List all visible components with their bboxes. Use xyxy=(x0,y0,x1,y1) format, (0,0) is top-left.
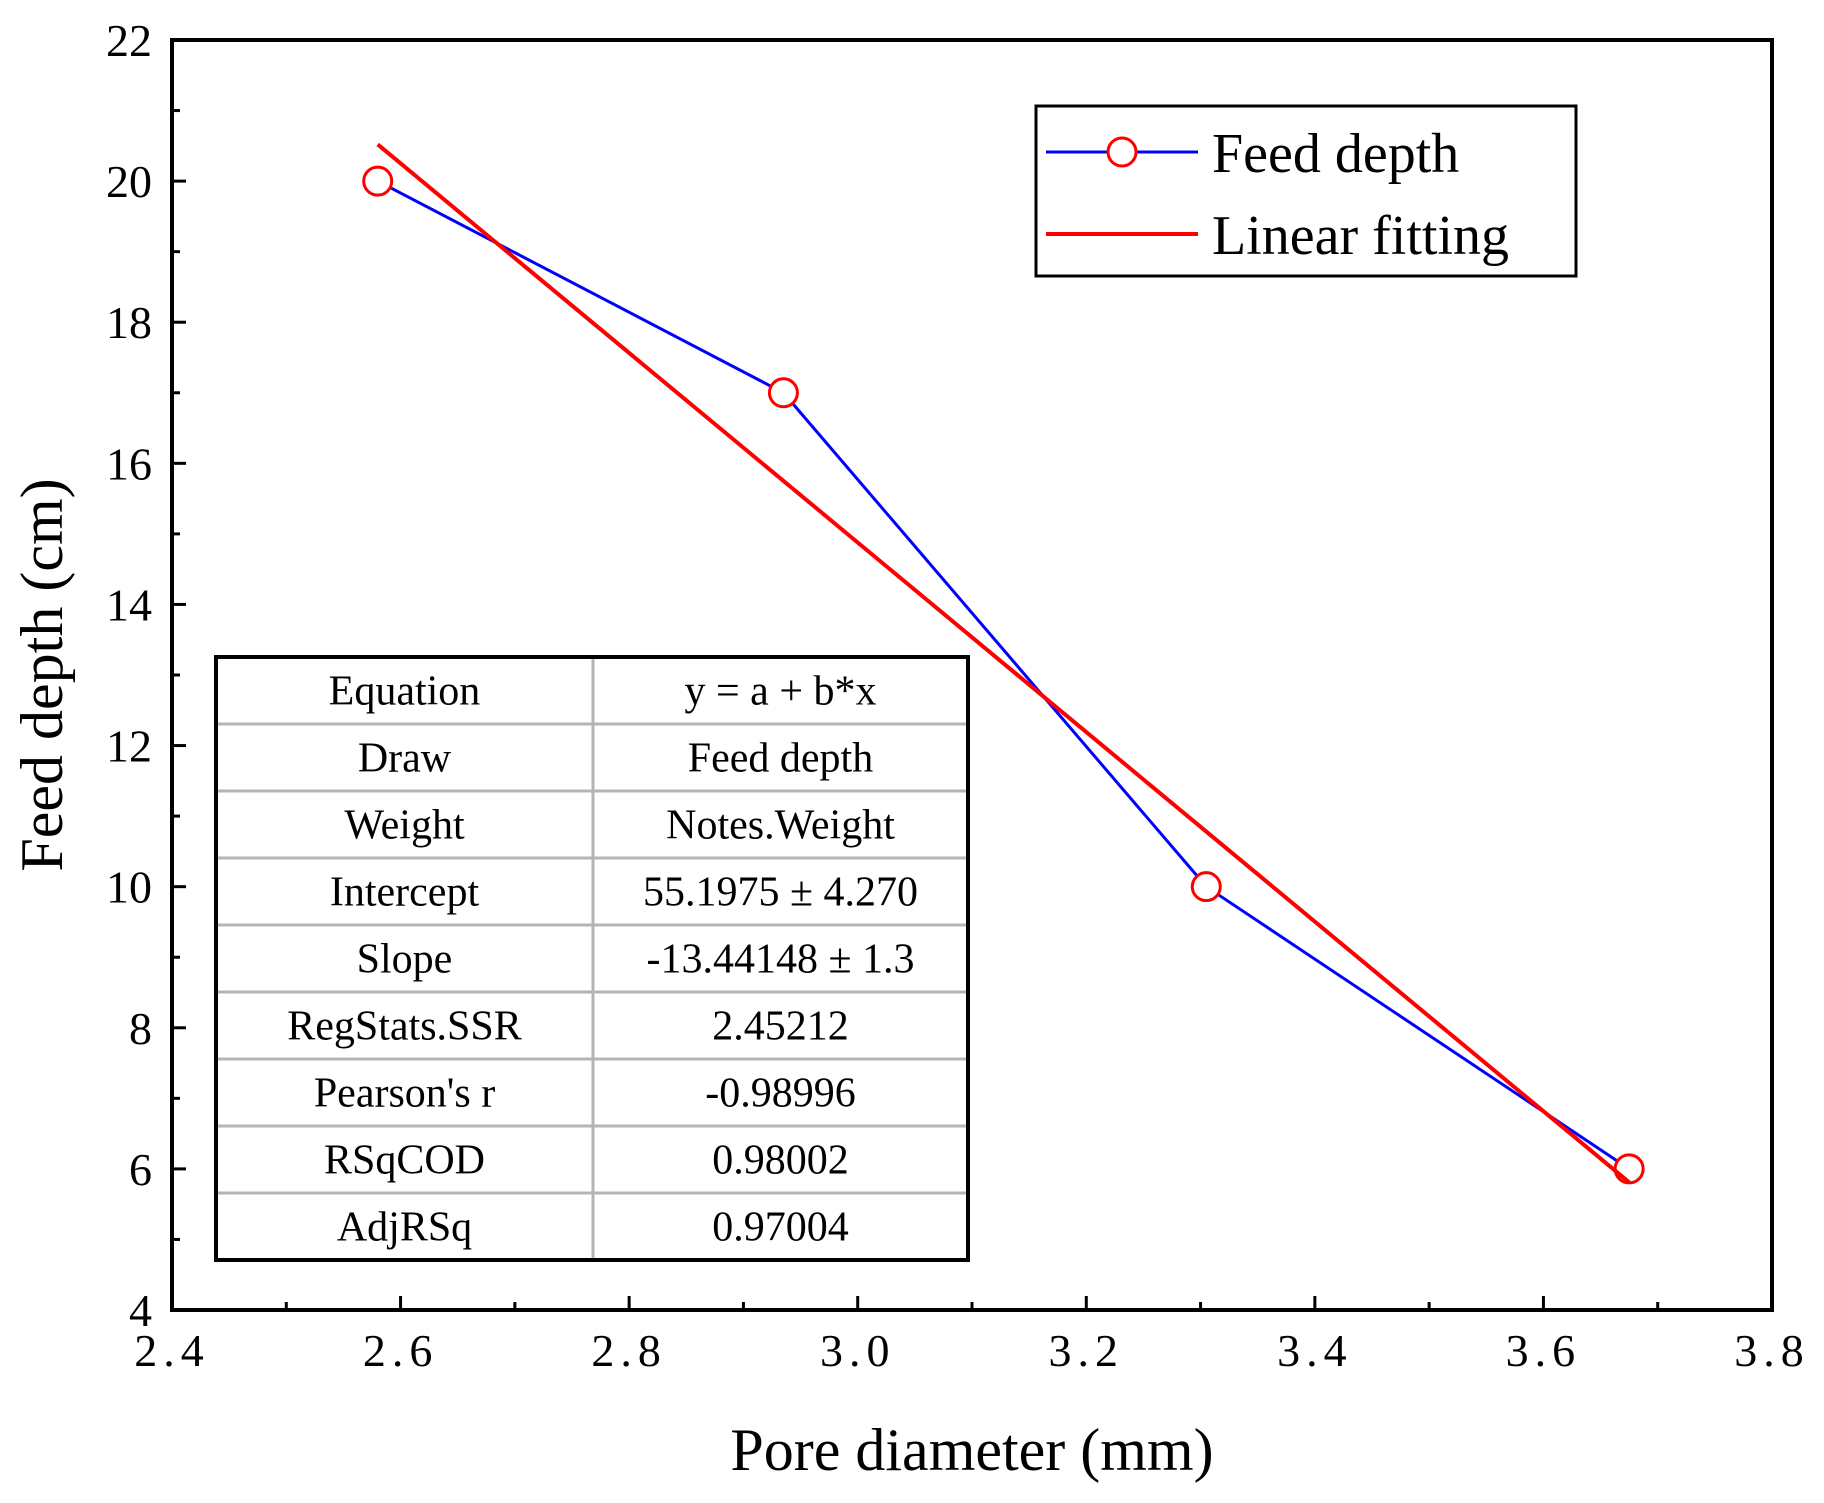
feed-depth-point xyxy=(1190,871,1222,903)
x-tick-label: 2.4 xyxy=(134,1325,210,1376)
y-tick-label: 4 xyxy=(129,1285,152,1336)
feed-depth-point xyxy=(1613,1153,1645,1185)
feed-depth-point xyxy=(362,165,394,197)
legend: Feed depth Linear fitting xyxy=(1034,104,1578,278)
fit-table-value: -0.98996 xyxy=(705,1071,856,1117)
fit-table-label: Equation xyxy=(329,669,481,715)
series-layer xyxy=(362,142,1645,1185)
y-tick-label: 8 xyxy=(129,1003,152,1054)
feed-depth-point xyxy=(767,377,799,409)
legend-feed-depth-marker xyxy=(1106,136,1138,168)
x-tick-label: 3.4 xyxy=(1277,1325,1353,1376)
x-tick-label: 3.8 xyxy=(1734,1325,1810,1376)
fit-table-value: Feed depth xyxy=(688,736,873,782)
y-tick-label: 14 xyxy=(106,579,152,630)
fit-table-label: RSqCOD xyxy=(324,1138,485,1184)
y-tick-label: 18 xyxy=(106,297,152,348)
x-tick-label: 3.0 xyxy=(820,1325,896,1376)
y-axis-title: Feed depth (cm) xyxy=(9,478,75,871)
fit-table-label: Slope xyxy=(357,937,453,983)
y-tick-label: 10 xyxy=(106,862,152,913)
x-axis-title: Pore diameter (mm) xyxy=(730,1417,1213,1483)
axes-layer: 2.4 2.6 2.8 3.0 3.2 3.4 3.6 3.8 4 6 8 10 12 14 16 18 20 2… xyxy=(106,15,1810,1376)
y-tick-label: 12 xyxy=(106,721,152,772)
x-tick-label: 3.2 xyxy=(1049,1325,1125,1376)
y-tick-label: 22 xyxy=(106,15,152,66)
plot-frame xyxy=(170,38,1774,1312)
fit-table-label: Intercept xyxy=(330,870,480,916)
fit-table-label: AdjRSq xyxy=(337,1205,472,1251)
legend-feed-depth-label: Feed depth xyxy=(1212,123,1459,185)
feed-depth-line-segment xyxy=(389,186,772,388)
fit-table-label: Weight xyxy=(344,803,465,849)
fit-table-value: Notes.Weight xyxy=(666,803,895,849)
y-tick-label: 6 xyxy=(129,1144,152,1195)
fit-table: Equation y = a + b*x Draw Feed depth Weight N… xyxy=(214,655,970,1262)
fit-table-label: RegStats.SSR xyxy=(287,1004,522,1050)
x-tick-label: 3.6 xyxy=(1506,1325,1582,1376)
fit-table-value: 0.97004 xyxy=(712,1205,849,1251)
fit-table-value: 55.1975 ± 4.270 xyxy=(643,870,918,916)
fit-table-label: Pearson's r xyxy=(314,1071,495,1117)
feed-depth-line-segment xyxy=(791,402,1199,878)
y-tick-label: 16 xyxy=(106,438,152,489)
fit-table-value: -13.44148 ± 1.3 xyxy=(646,937,914,983)
x-tick-label: 2.6 xyxy=(363,1325,439,1376)
fit-table-value: 2.45212 xyxy=(712,1004,849,1050)
x-tick-label: 2.8 xyxy=(591,1325,667,1376)
fit-table-value: y = a + b*x xyxy=(684,669,876,715)
fit-table-border xyxy=(214,655,970,1262)
fit-table-value: 0.98002 xyxy=(712,1138,849,1184)
legend-linear-fitting-label: Linear fitting xyxy=(1212,205,1509,267)
linear-fitting-line xyxy=(376,142,1631,1184)
legend-box xyxy=(1034,104,1578,278)
y-tick-label: 20 xyxy=(106,156,152,207)
fit-table-label: Draw xyxy=(358,736,452,782)
